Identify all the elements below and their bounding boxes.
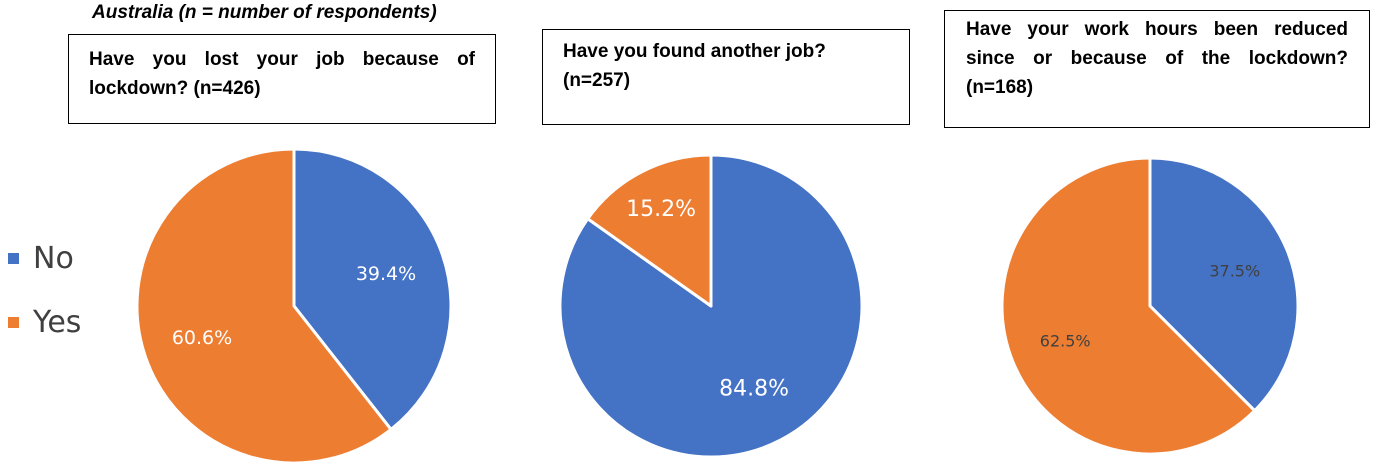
legend-item-no: No [8,238,81,278]
question-text-hours-reduced: Have your work hours been reduced since … [966,19,1348,98]
question-box-found-job: Have you found another job? (n=257) [542,29,910,125]
pie-slice-hours-reduced-yes [1000,156,1257,456]
pie-slice-lost-job-no [292,147,453,431]
data-label-found-job-no: 84.8% [719,377,789,402]
legend: No Yes [8,238,81,366]
data-label-hours-reduced-no: 37.5% [1209,261,1260,280]
data-label-lost-job-yes: 60.6% [172,327,232,349]
question-text-lost-job: Have you lost your job because of lockdo… [89,49,475,99]
chart-title: Australia (n = number of respondents) [92,2,437,23]
legend-swatch-yes [8,316,19,328]
legend-item-yes: Yes [8,302,81,342]
data-label-hours-reduced-yes: 62.5% [1040,332,1091,351]
legend-swatch-no [8,252,19,264]
data-label-lost-job-no: 39.4% [356,263,416,285]
legend-label-no: No [33,240,74,276]
data-label-found-job-yes: 15.2% [626,197,696,222]
question-box-hours-reduced: Have your work hours been reduced since … [944,10,1370,128]
question-box-lost-job: Have you lost your job because of lockdo… [68,34,496,124]
pie-slice-hours-reduced-no [1148,156,1300,413]
question-text-found-job: Have you found another job? (n=257) [563,41,826,91]
pie-slice-found-job-no [558,153,864,459]
legend-label-yes: Yes [33,304,82,340]
pie-slice-found-job-yes [586,153,713,308]
